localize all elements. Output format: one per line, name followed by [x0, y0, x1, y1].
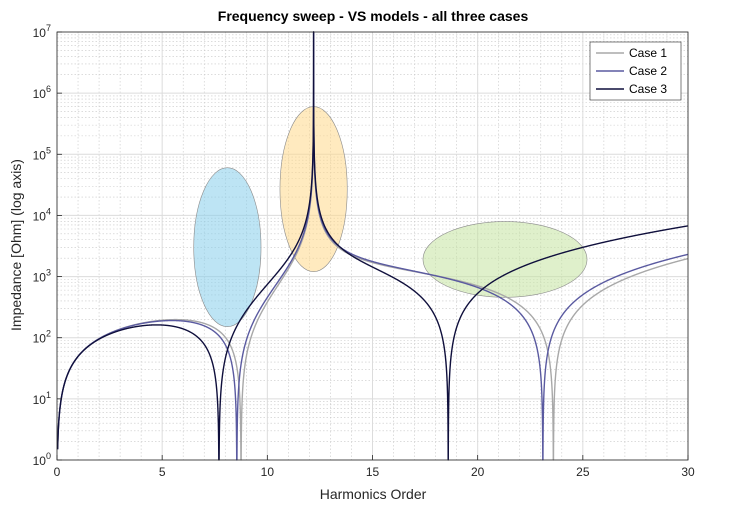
x-axis-label: Harmonics Order: [320, 486, 427, 502]
y-tick-label: 106: [33, 84, 51, 101]
y-tick-label: 100: [33, 451, 51, 468]
x-tick-label: 0: [54, 465, 61, 479]
x-tick-label: 15: [366, 465, 380, 479]
x-tick-label: 10: [261, 465, 275, 479]
y-tick-label: 105: [33, 145, 51, 162]
highlight-ellipse-3: [422, 221, 588, 298]
y-tick-label: 102: [33, 329, 51, 346]
x-tick-label: 25: [576, 465, 590, 479]
y-tick-label: 103: [33, 268, 51, 285]
y-tick-label: 104: [33, 206, 51, 223]
x-tick-label: 5: [159, 465, 166, 479]
legend-label-case-1: Case 1: [629, 46, 667, 60]
legend: Case 1 Case 2 Case 3: [589, 41, 682, 101]
chart-title: Frequency sweep - VS models - all three …: [218, 8, 529, 24]
x-tick-label: 30: [681, 465, 695, 479]
series-line-case-1: [56, 31, 689, 461]
highlight-ellipse-1: [193, 167, 262, 328]
legend-label-case-2: Case 2: [629, 64, 667, 78]
plot-area: 0 5 10 15 20 25 30 100 101 102 103 104 105 106 107: [33, 23, 695, 479]
x-tick-label: 20: [471, 465, 485, 479]
series-line-case-3: [56, 31, 689, 461]
y-tick-label: 107: [33, 23, 51, 40]
series-line-case-2: [56, 31, 689, 461]
y-tick-label: 101: [33, 390, 51, 407]
legend-label-case-3: Case 3: [629, 82, 667, 96]
y-axis-label: Impedance [Ohm] (log axis): [8, 159, 24, 331]
